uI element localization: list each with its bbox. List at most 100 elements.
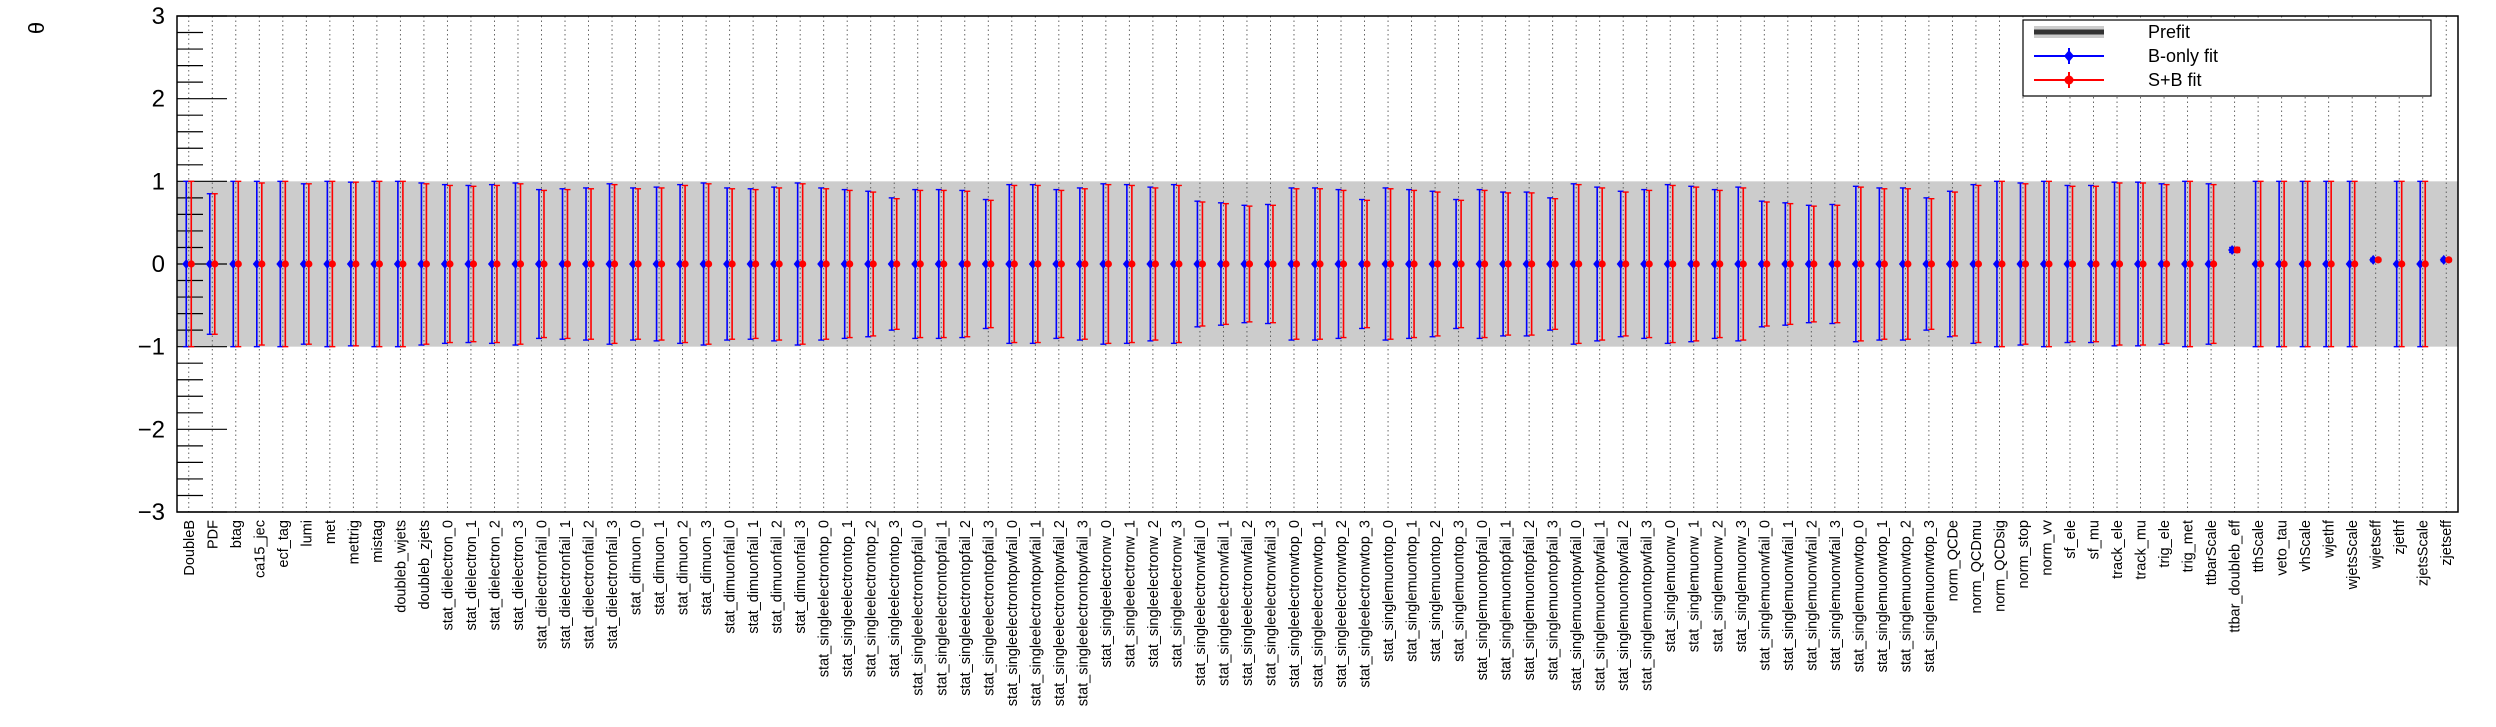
x-tick-label: stat_dielectron_3 <box>511 520 527 630</box>
x-tick-label: stat_singlemuontop_1 <box>1405 520 1421 662</box>
x-tick-label: ecf_tag <box>276 520 292 568</box>
b-only-point <box>1311 259 1319 269</box>
sb-point <box>281 260 289 268</box>
b-only-point <box>1428 259 1437 269</box>
legend-sb-marker <box>2064 75 2074 85</box>
b-only-point <box>2369 254 2378 265</box>
b-only-point <box>1099 259 1108 269</box>
sb-point <box>916 260 924 268</box>
x-tick-label: ca15_jec <box>252 520 268 578</box>
sb-point <box>1786 260 1794 268</box>
sb-point <box>2280 260 2288 268</box>
b-only-point <box>2275 259 2284 269</box>
x-tick-label: sf_ele <box>2063 520 2079 559</box>
sb-point <box>1034 260 1042 268</box>
sb-point <box>493 260 501 268</box>
sb-point <box>681 260 689 268</box>
x-tick-label: stat_singleelectrontopfail_3 <box>981 520 997 696</box>
b-only-point <box>887 259 896 269</box>
x-tick-label: trig_ele <box>2157 520 2173 568</box>
sb-point <box>987 260 995 268</box>
x-tick-label: stat_singleelectronwfail_1 <box>1216 520 1232 686</box>
x-tick-label: stat_dielectronfail_2 <box>582 520 598 649</box>
b-only-point <box>723 259 732 269</box>
x-tick-label: stat_singlemuontop_0 <box>1381 520 1397 662</box>
sb-point <box>2445 256 2453 264</box>
x-tick-label: stat_singlemuonwtop_2 <box>1898 520 1914 672</box>
y-axis-title: θ <box>24 22 49 34</box>
sb-point <box>446 260 454 268</box>
b-only-point <box>676 259 685 269</box>
legend: Prefit B-only fit S+B fit <box>2022 19 2432 97</box>
b-only-point <box>2392 259 2401 269</box>
x-tick-label: stat_singlemuonw_2 <box>1710 520 1726 652</box>
sb-point <box>657 260 666 268</box>
b-only-point <box>1734 259 1743 269</box>
x-tick-label: stat_singlemuonw_3 <box>1734 520 1750 652</box>
b-only-point <box>1263 259 1272 269</box>
x-tick-label: stat_dimuon_1 <box>652 520 668 615</box>
b-only-point <box>1851 259 1860 269</box>
sb-point <box>1880 260 1888 268</box>
x-tick-label: stat_singleelectrontop_3 <box>887 520 903 677</box>
b-only-point <box>1922 259 1931 269</box>
b-only-point <box>464 259 473 269</box>
sb-point <box>1010 260 1018 268</box>
x-tick-label: zjetseff <box>2439 519 2455 566</box>
sb-point <box>1339 260 1348 268</box>
b-only-point <box>2416 259 2425 269</box>
sb-point <box>2068 260 2077 268</box>
b-only-point <box>2016 259 2025 269</box>
x-tick-label: stat_dielectronfail_0 <box>534 520 550 649</box>
b-only-point <box>1522 259 1531 269</box>
b-only-point <box>582 259 591 269</box>
x-tick-label: stat_singleelectronwtop_1 <box>1311 520 1327 688</box>
sb-point <box>2115 260 2124 268</box>
b-only-point <box>1546 259 1555 269</box>
b-only-point <box>864 259 873 269</box>
x-tick-label: stat_singleelectrontopwfail_2 <box>1052 520 1068 706</box>
b-only-point <box>2110 259 2119 269</box>
x-tick-label: stat_singlemuontopwfail_2 <box>1616 520 1632 691</box>
sb-point <box>1833 260 1841 268</box>
x-tick-label: norm_QCDe <box>1945 520 1961 601</box>
sb-point <box>634 260 642 268</box>
x-tick-label: stat_singleelectrontop_1 <box>840 520 856 677</box>
b-only-point <box>393 259 402 269</box>
b-only-point <box>2345 259 2354 269</box>
x-tick-label: btag <box>229 520 245 548</box>
b-only-point <box>534 259 543 269</box>
sb-point <box>1622 260 1630 268</box>
sb-point <box>1575 260 1583 268</box>
sb-point <box>2021 260 2030 268</box>
sb-point <box>1128 260 1136 268</box>
x-tick-label: stat_singlemuontop_2 <box>1428 520 1444 662</box>
x-tick-label: stat_singlemuontopfail_2 <box>1522 520 1538 680</box>
x-tick-label: sf_mu <box>2087 520 2103 560</box>
b-only-point <box>2322 259 2331 269</box>
sb-point <box>775 260 783 268</box>
sb-point <box>328 260 336 268</box>
sb-point <box>2398 260 2406 268</box>
x-axis: DoubleB PDF btag ca15_jec ecf_tag lumi met mett… <box>182 519 2455 706</box>
legend-item: Prefit <box>2034 22 2190 42</box>
sb-point <box>258 260 266 268</box>
sb-point <box>1198 260 1207 268</box>
x-tick-label: stat_dielectronfail_1 <box>558 520 574 649</box>
b-only-point <box>1169 259 1178 269</box>
sb-point <box>1951 260 1959 268</box>
x-tick-label: ttbarScale <box>2204 520 2220 585</box>
sb-point <box>469 260 478 268</box>
sb-point <box>1927 260 1936 268</box>
b-only-point <box>2087 259 2096 269</box>
sb-point <box>2257 260 2265 268</box>
b-only-point <box>629 259 638 269</box>
sb-point <box>2162 260 2171 268</box>
sb-point <box>211 260 219 268</box>
x-tick-label: PDF <box>205 520 221 549</box>
x-tick-label: stat_singleelectronwtop_3 <box>1358 520 1374 688</box>
x-tick-label: stat_singlemuonw_0 <box>1663 520 1679 652</box>
b-only-point <box>323 259 332 269</box>
b-only-point <box>1381 259 1390 269</box>
sb-point <box>1433 260 1442 268</box>
